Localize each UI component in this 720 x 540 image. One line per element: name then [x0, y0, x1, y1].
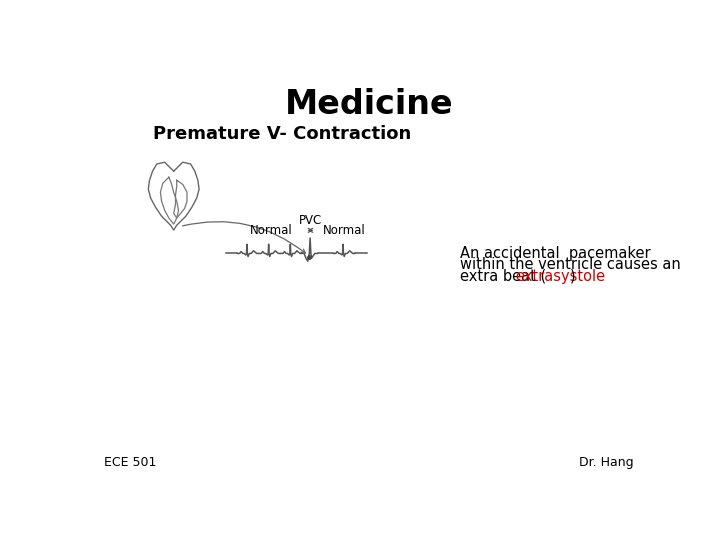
Text: within the ventricle causes an: within the ventricle causes an — [461, 257, 681, 272]
Text: PVC: PVC — [300, 214, 323, 227]
Text: extra beat (: extra beat ( — [461, 269, 546, 284]
Text: extrasystole: extrasystole — [516, 269, 606, 284]
Text: ECE 501: ECE 501 — [104, 456, 156, 469]
FancyArrowPatch shape — [183, 221, 305, 253]
Text: An accidental  pacemaker: An accidental pacemaker — [461, 246, 651, 261]
Text: ): ) — [570, 269, 576, 284]
Text: Medicine: Medicine — [284, 88, 454, 121]
Text: Dr. Hang: Dr. Hang — [580, 456, 634, 469]
Text: Normal: Normal — [323, 224, 366, 237]
Text: Premature V- Contraction: Premature V- Contraction — [153, 125, 411, 143]
Text: Normal: Normal — [251, 224, 293, 237]
